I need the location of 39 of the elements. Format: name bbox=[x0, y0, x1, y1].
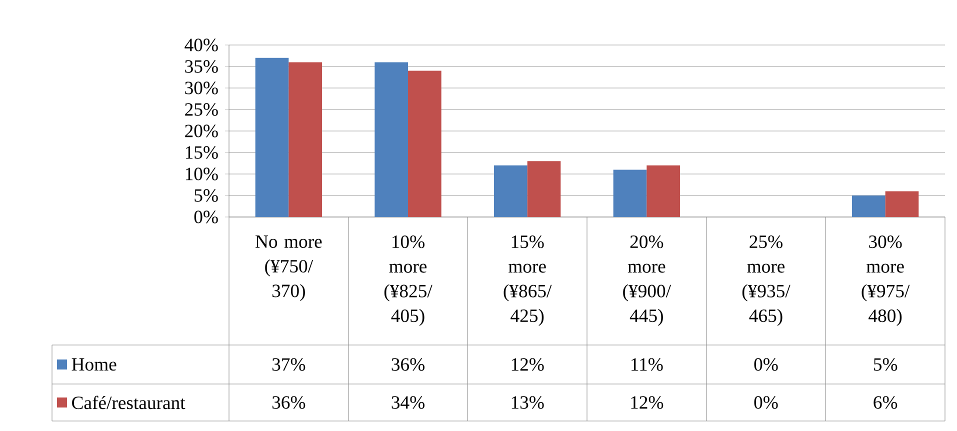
data-label: 36% bbox=[392, 358, 424, 371]
legend-label: Café/restaurant bbox=[72, 396, 186, 410]
data-label: 36% bbox=[272, 396, 306, 409]
x-tick-label: 20% more (¥900/ 445) bbox=[623, 235, 672, 326]
x-tick-label: 30% more (¥975/ 480) bbox=[862, 235, 910, 326]
bar bbox=[852, 195, 886, 217]
bar bbox=[408, 70, 442, 217]
data-label: 0% bbox=[754, 396, 778, 409]
y-tick-label: 40% bbox=[184, 38, 218, 52]
y-tick-label: 15% bbox=[186, 146, 218, 159]
y-tick-label: 10% bbox=[186, 168, 218, 180]
y-tick-label: 30% bbox=[185, 82, 218, 94]
data-label: 37% bbox=[272, 358, 306, 371]
x-tick-label: 15% more (¥865/ 425) bbox=[504, 235, 552, 326]
bar bbox=[288, 62, 322, 217]
bar bbox=[885, 191, 919, 217]
x-tick-label: No more (¥750/ 370) bbox=[256, 235, 322, 302]
data-label: 6% bbox=[874, 396, 898, 409]
bar bbox=[494, 165, 528, 217]
x-tick-label: 25% more (¥935/ 465) bbox=[742, 235, 790, 326]
y-tick-label: 35% bbox=[185, 60, 218, 73]
data-label: 11% bbox=[632, 358, 663, 371]
data-label: 13% bbox=[512, 396, 544, 409]
y-tick-label: 20% bbox=[185, 124, 218, 138]
bar bbox=[255, 58, 289, 217]
bar bbox=[646, 165, 680, 217]
bar bbox=[527, 161, 561, 217]
data-label: 0% bbox=[754, 358, 778, 371]
legend-label: Home bbox=[72, 358, 116, 371]
x-tick-label: 10% more (¥825/ 405) bbox=[384, 235, 432, 326]
data-label: 12% bbox=[512, 358, 544, 371]
y-tick-label: 25% bbox=[185, 103, 218, 116]
data-label: 12% bbox=[631, 396, 664, 409]
y-tick-label: 0% bbox=[194, 210, 218, 224]
bar bbox=[374, 62, 408, 217]
bar bbox=[613, 170, 647, 217]
data-label: 34% bbox=[392, 396, 424, 409]
data-label: 5% bbox=[874, 358, 898, 371]
y-tick-label: 5% bbox=[194, 189, 218, 202]
